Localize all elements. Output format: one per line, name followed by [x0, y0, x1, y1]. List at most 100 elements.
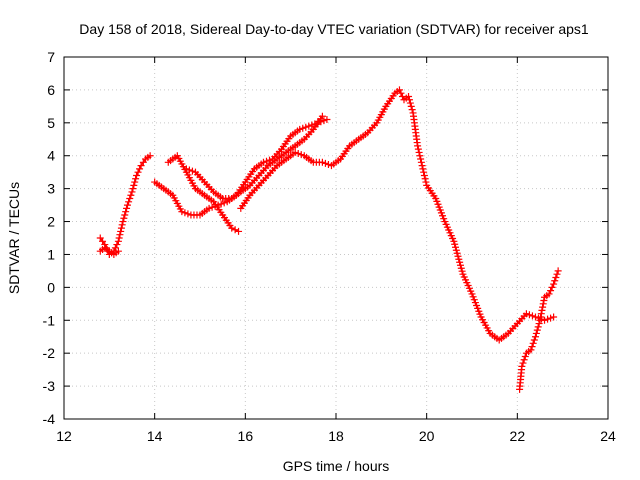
data-point — [450, 237, 458, 245]
data-point — [126, 195, 134, 203]
data-point — [527, 346, 535, 354]
data-point — [521, 352, 529, 360]
data-point — [416, 152, 424, 160]
x-tick-label: 16 — [238, 428, 254, 444]
data-point — [297, 151, 305, 159]
data-point — [452, 243, 460, 251]
data-point — [528, 343, 536, 351]
data-point — [534, 323, 542, 331]
data-point — [115, 234, 123, 242]
data-point — [405, 96, 413, 104]
data-point — [414, 145, 422, 153]
data-point — [525, 311, 533, 319]
data-point — [531, 333, 539, 341]
data-point — [547, 314, 555, 322]
y-tick-label: 3 — [47, 181, 55, 197]
data-point — [231, 226, 239, 234]
x-tick-label: 24 — [600, 428, 616, 444]
data-point — [539, 300, 547, 308]
data-point — [398, 92, 406, 100]
data-point — [118, 221, 126, 229]
data-point — [123, 204, 131, 212]
data-point — [420, 171, 428, 179]
data-series — [151, 116, 331, 219]
data-point — [530, 336, 538, 344]
data-point — [291, 148, 299, 156]
data-point — [533, 326, 541, 334]
x-tick-label: 22 — [510, 428, 526, 444]
data-point — [323, 116, 331, 124]
data-point — [111, 244, 119, 252]
data-point — [296, 125, 304, 133]
chart-title: Day 158 of 2018, Sidereal Day-to-day VTE… — [79, 21, 589, 37]
data-point — [134, 168, 142, 176]
data-point — [130, 181, 138, 189]
data-point — [181, 209, 189, 217]
data-point — [544, 315, 552, 323]
data-point — [184, 210, 192, 218]
data-point — [532, 329, 540, 337]
x-tick-labels: 12 14 16 18 20 22 24 — [56, 428, 616, 444]
data-point — [185, 166, 193, 174]
data-point — [182, 165, 190, 173]
y-tick-label: 4 — [47, 148, 55, 164]
data-point — [550, 313, 558, 321]
data-point — [136, 165, 144, 173]
data-point — [418, 162, 426, 170]
data-point — [422, 178, 430, 186]
data-point — [455, 255, 463, 263]
data-point — [419, 165, 427, 173]
data-point — [420, 168, 428, 176]
data-point — [133, 171, 141, 179]
data-point — [536, 316, 544, 324]
data-point — [456, 261, 464, 269]
data-series — [237, 86, 558, 344]
data-point — [119, 218, 127, 226]
data-point — [188, 167, 196, 175]
data-point — [538, 306, 546, 314]
y-tick-label: 5 — [47, 115, 55, 131]
data-point — [178, 208, 186, 216]
data-point — [540, 297, 548, 305]
grid — [64, 57, 608, 419]
data-point — [519, 359, 527, 367]
data-point — [299, 124, 307, 132]
data-series — [96, 152, 154, 258]
data-point — [406, 99, 414, 107]
data-point — [547, 287, 555, 295]
y-tick-label: -3 — [43, 378, 56, 394]
data-point — [456, 258, 464, 266]
data-point — [414, 142, 422, 150]
data-point — [305, 122, 313, 130]
data-point — [318, 112, 326, 120]
data-point — [405, 92, 413, 100]
data-point — [451, 240, 459, 248]
data-point — [321, 159, 329, 167]
x-tick-label: 12 — [56, 428, 72, 444]
y-tick-label: 2 — [47, 214, 55, 230]
data-point — [397, 89, 405, 97]
data-point — [220, 199, 228, 207]
data-point — [318, 158, 326, 166]
data-point — [552, 273, 560, 281]
data-point — [123, 201, 131, 209]
data-point — [302, 123, 310, 131]
data-point — [116, 231, 124, 239]
data-point — [131, 178, 139, 186]
y-tick-label: 1 — [47, 246, 55, 262]
data-point — [529, 339, 537, 347]
data-point — [551, 277, 559, 285]
y-tick-label: -2 — [43, 345, 56, 361]
data-points — [96, 86, 562, 393]
data-point — [554, 267, 562, 275]
data-point — [545, 290, 553, 298]
data-point — [205, 204, 213, 212]
data-point — [417, 155, 425, 163]
data-point — [262, 157, 270, 165]
data-point — [128, 188, 136, 196]
data-series — [182, 112, 326, 203]
data-point — [259, 158, 267, 166]
data-point — [453, 249, 461, 257]
data-point — [537, 313, 545, 321]
data-point — [454, 252, 462, 260]
